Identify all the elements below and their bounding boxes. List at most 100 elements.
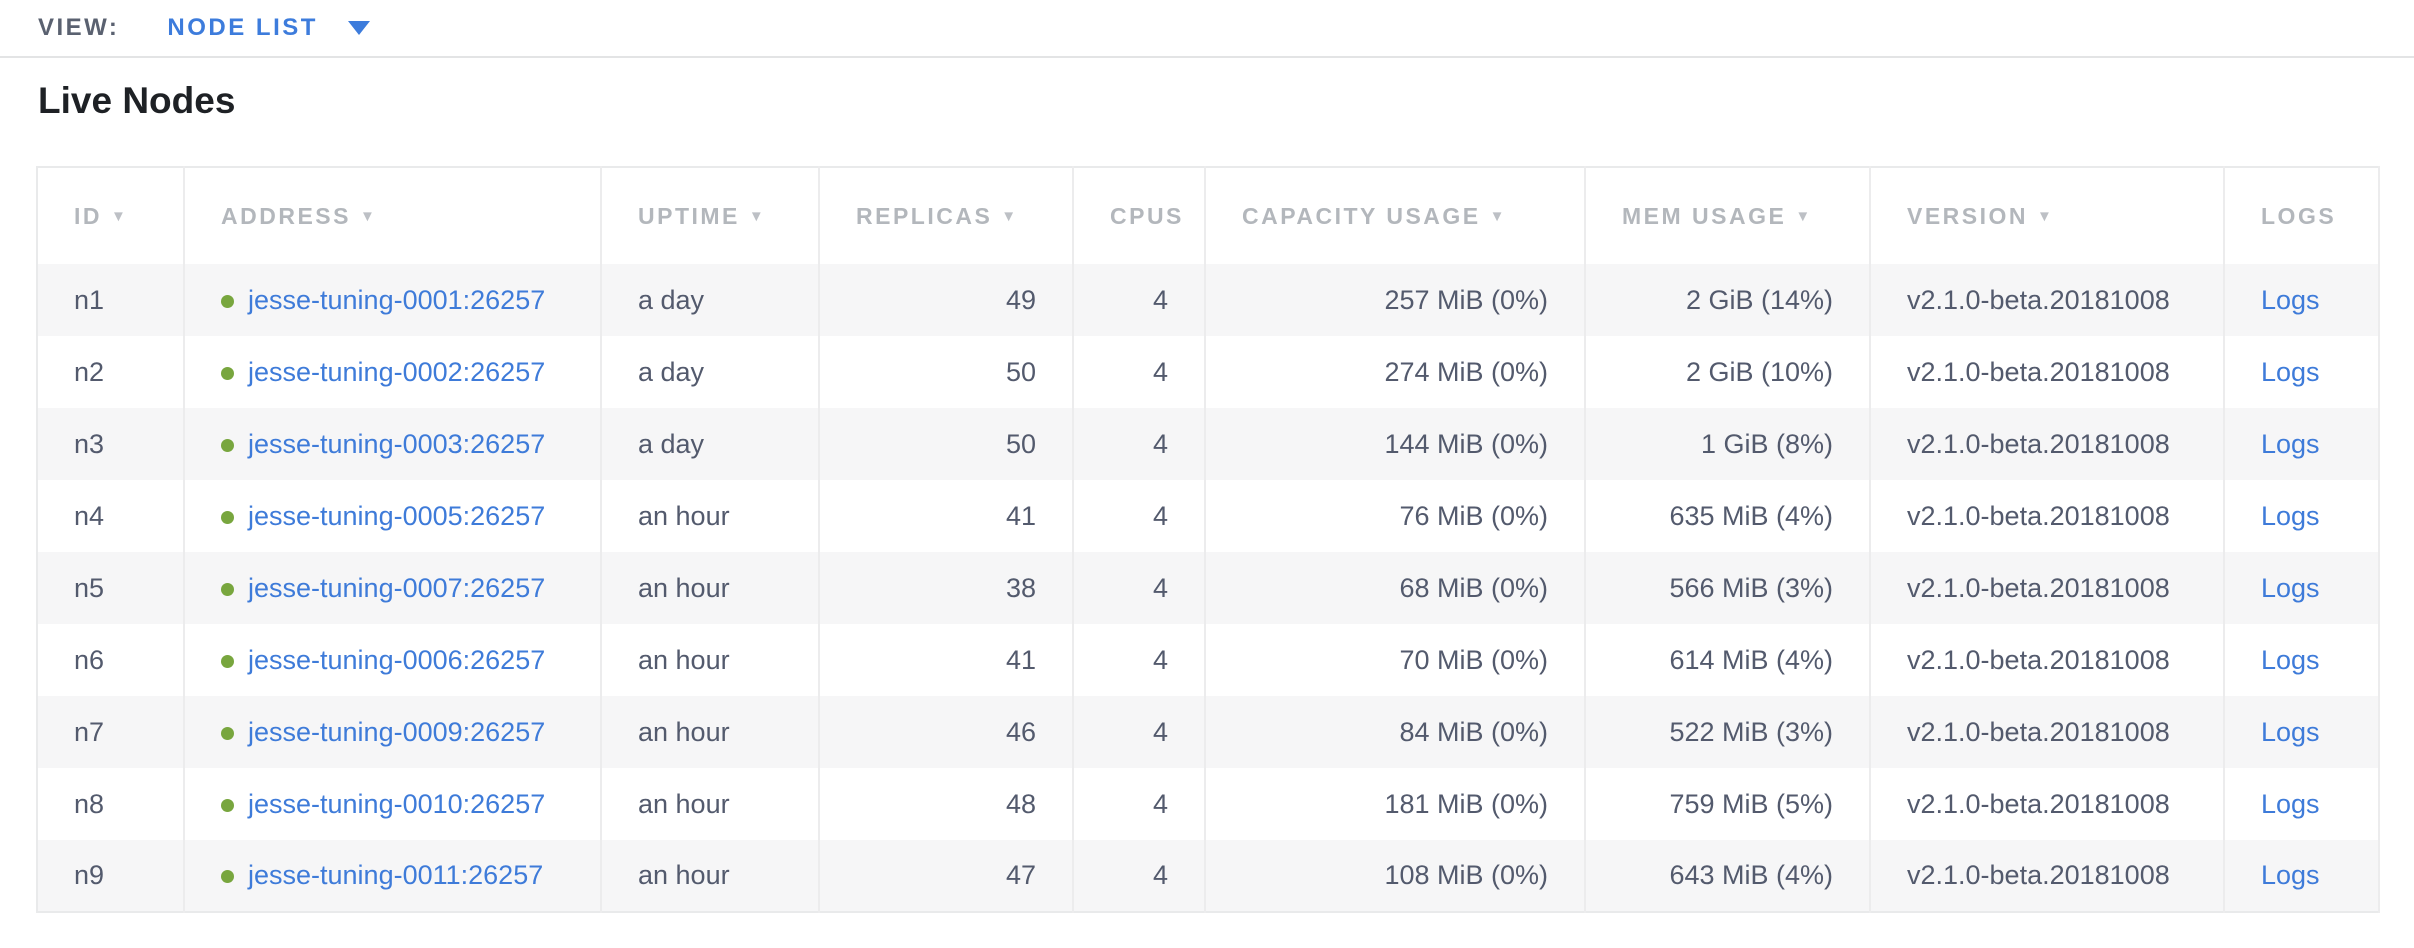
cell-node-id: n2 [37, 336, 185, 408]
column-label-cpus: CPUS [1110, 202, 1184, 229]
sort-descending-icon: ▼ [111, 207, 126, 225]
cell-mem-usage: 566 MiB (3%) [1585, 552, 1871, 624]
uptime-value: an hour [638, 572, 730, 603]
cell-logs: Logs [2224, 624, 2380, 696]
replicas-value: 38 [1005, 572, 1036, 603]
cell-cpus: 4 [1073, 480, 1206, 552]
column-header-uptime[interactable]: UPTIME ▼ [601, 167, 820, 264]
cpus-value: 4 [1152, 644, 1168, 675]
node-id: n1 [74, 284, 105, 315]
column-header-capacity[interactable]: CAPACITY USAGE ▼ [1205, 167, 1586, 264]
node-address-link[interactable]: jesse-tuning-0011:26257 [248, 860, 544, 890]
node-address-link[interactable]: jesse-tuning-0002:26257 [248, 356, 546, 387]
cell-mem-usage: 1 GiB (8%) [1585, 408, 1871, 480]
cell-mem-usage: 2 GiB (14%) [1585, 264, 1871, 336]
table-head: ID ▼ ADDRESS ▼ UPTIME ▼ REPLICAS ▼ CPUS CAPA… [37, 167, 2380, 264]
column-header-replicas[interactable]: REPLICAS ▼ [819, 167, 1074, 264]
cell-address: jesse-tuning-0007:26257 [184, 552, 602, 624]
uptime-value: an hour [638, 716, 730, 747]
cell-mem-usage: 759 MiB (5%) [1585, 768, 1871, 840]
cell-logs: Logs [2224, 264, 2380, 336]
mem-usage-value: 635 MiB (4%) [1669, 500, 1833, 531]
logs-link[interactable]: Logs [2261, 860, 2320, 890]
cell-capacity-usage: 181 MiB (0%) [1205, 768, 1586, 840]
column-header-id[interactable]: ID ▼ [37, 167, 185, 264]
column-header-version[interactable]: VERSION ▼ [1870, 167, 2225, 264]
uptime-value: an hour [638, 644, 730, 675]
cell-version: v2.1.0-beta.20181008 [1870, 624, 2225, 696]
sort-descending-icon: ▼ [1489, 207, 1505, 225]
cell-replicas: 47 [819, 840, 1074, 912]
cell-replicas: 50 [819, 336, 1074, 408]
logs-link[interactable]: Logs [2261, 716, 2320, 747]
logs-link[interactable]: Logs [2261, 500, 2320, 531]
cell-logs: Logs [2224, 840, 2380, 912]
logs-link[interactable]: Logs [2261, 356, 2320, 387]
column-label-replicas: REPLICAS [856, 202, 993, 229]
logs-link[interactable]: Logs [2261, 572, 2320, 603]
cell-address: jesse-tuning-0003:26257 [184, 408, 602, 480]
column-label-version: VERSION [1907, 202, 2029, 229]
version-value: v2.1.0-beta.20181008 [1907, 284, 2170, 315]
logs-link[interactable]: Logs [2261, 428, 2320, 459]
cell-uptime: a day [601, 264, 820, 336]
cell-uptime: an hour [601, 696, 820, 768]
table-row: n4 jesse-tuning-0005:26257 an hour 41 4 … [37, 480, 2380, 552]
replicas-value: 41 [1005, 644, 1036, 675]
node-address-link[interactable]: jesse-tuning-0003:26257 [248, 428, 546, 459]
cell-capacity-usage: 70 MiB (0%) [1205, 624, 1586, 696]
capacity-usage-value: 108 MiB (0%) [1384, 860, 1548, 890]
node-address-link[interactable]: jesse-tuning-0009:26257 [248, 716, 546, 747]
cell-mem-usage: 2 GiB (10%) [1585, 336, 1871, 408]
logs-link[interactable]: Logs [2261, 788, 2320, 819]
cell-version: v2.1.0-beta.20181008 [1870, 264, 2225, 336]
cell-version: v2.1.0-beta.20181008 [1870, 552, 2225, 624]
column-header-mem[interactable]: MEM USAGE ▼ [1585, 167, 1871, 264]
cell-uptime: an hour [601, 840, 820, 912]
version-value: v2.1.0-beta.20181008 [1907, 716, 2170, 747]
column-label-id: ID [74, 202, 102, 229]
cell-uptime: a day [601, 336, 820, 408]
version-value: v2.1.0-beta.20181008 [1907, 644, 2170, 675]
capacity-usage-value: 70 MiB (0%) [1399, 644, 1548, 675]
uptime-value: a day [638, 428, 705, 459]
cpus-value: 4 [1152, 356, 1168, 387]
cell-address: jesse-tuning-0002:26257 [184, 336, 602, 408]
node-address-link[interactable]: jesse-tuning-0001:26257 [248, 284, 546, 315]
cpus-value: 4 [1152, 500, 1168, 531]
mem-usage-value: 643 MiB (4%) [1669, 860, 1833, 890]
mem-usage-value: 759 MiB (5%) [1669, 788, 1833, 819]
cell-capacity-usage: 257 MiB (0%) [1205, 264, 1586, 336]
mem-usage-value: 566 MiB (3%) [1669, 572, 1833, 603]
sort-descending-icon: ▼ [2037, 207, 2052, 225]
logs-link[interactable]: Logs [2261, 644, 2320, 675]
node-address-link[interactable]: jesse-tuning-0006:26257 [248, 644, 546, 675]
cell-node-id: n7 [37, 696, 185, 768]
replicas-value: 50 [1005, 356, 1036, 387]
node-address-link[interactable]: jesse-tuning-0007:26257 [248, 572, 546, 603]
cell-replicas: 48 [819, 768, 1074, 840]
cell-address: jesse-tuning-0011:26257 [184, 840, 602, 912]
cell-address: jesse-tuning-0005:26257 [184, 480, 602, 552]
cpus-value: 4 [1152, 716, 1168, 747]
node-address-link[interactable]: jesse-tuning-0005:26257 [248, 500, 546, 531]
header-row: ID ▼ ADDRESS ▼ UPTIME ▼ REPLICAS ▼ CPUS CAPA… [37, 167, 2380, 264]
cell-cpus: 4 [1073, 624, 1206, 696]
uptime-value: an hour [638, 788, 730, 819]
column-header-address[interactable]: ADDRESS ▼ [184, 167, 602, 264]
cell-version: v2.1.0-beta.20181008 [1870, 696, 2225, 768]
cell-logs: Logs [2224, 336, 2380, 408]
logs-link[interactable]: Logs [2261, 284, 2320, 315]
node-id: n8 [74, 788, 105, 819]
replicas-value: 47 [1005, 860, 1036, 890]
mem-usage-value: 1 GiB (8%) [1700, 428, 1833, 459]
cell-uptime: a day [601, 408, 820, 480]
cell-address: jesse-tuning-0010:26257 [184, 768, 602, 840]
column-label-uptime: UPTIME [638, 202, 740, 229]
view-selector-dropdown[interactable]: NODE LIST [167, 14, 370, 42]
cell-capacity-usage: 274 MiB (0%) [1205, 336, 1586, 408]
cell-address: jesse-tuning-0006:26257 [184, 624, 602, 696]
node-address-link[interactable]: jesse-tuning-0010:26257 [248, 788, 546, 819]
page-title: Live Nodes [38, 80, 236, 121]
sort-descending-icon: ▼ [748, 207, 764, 225]
